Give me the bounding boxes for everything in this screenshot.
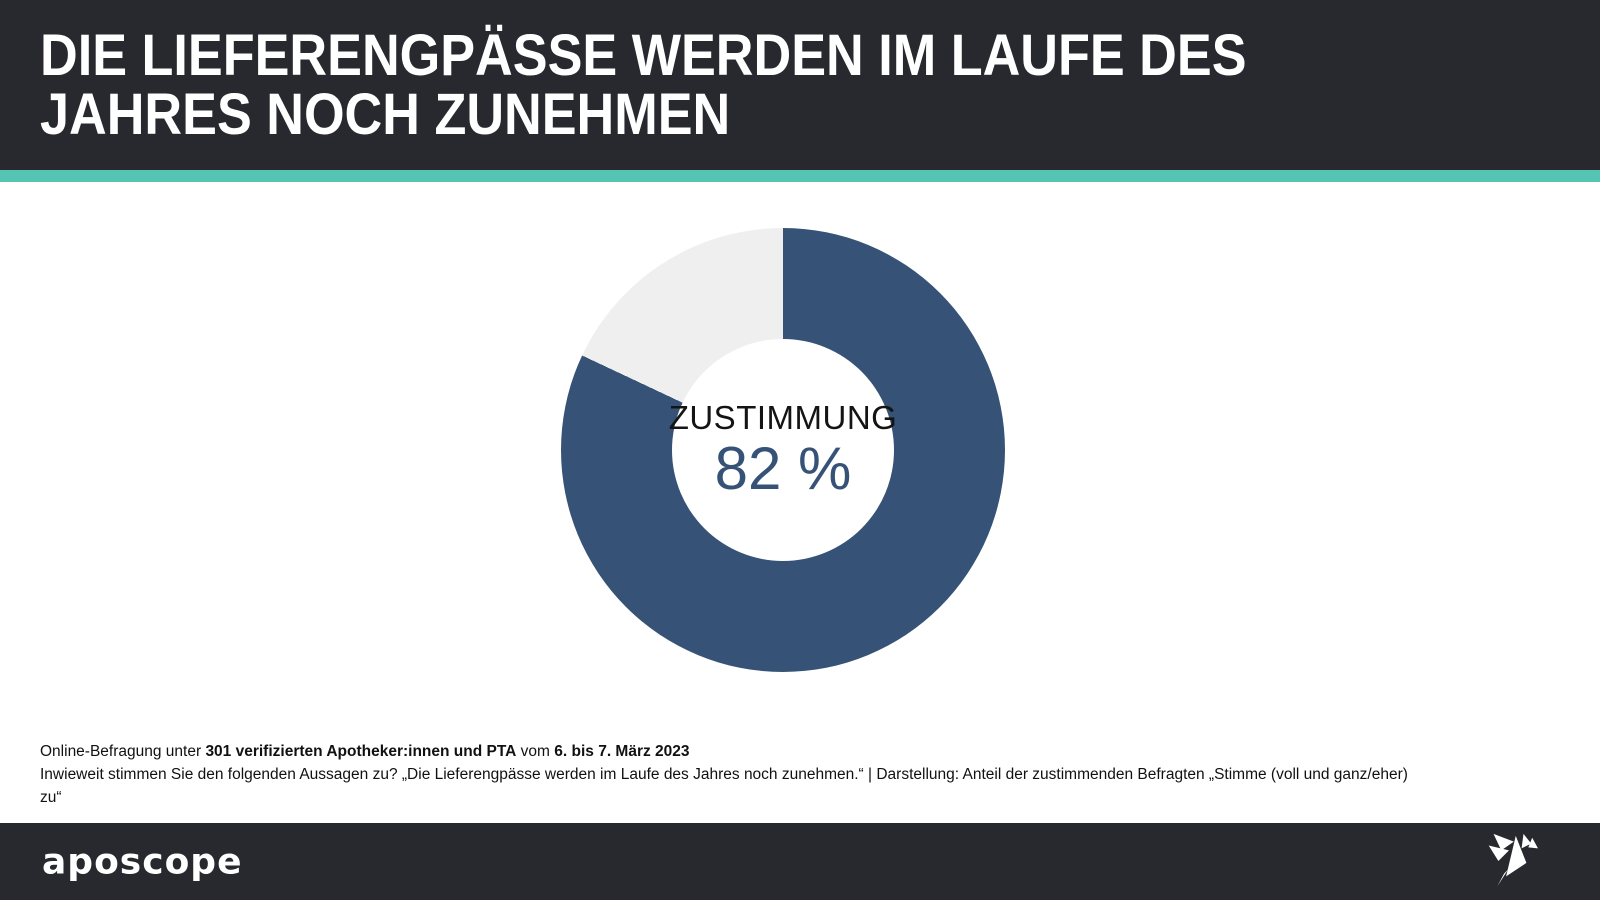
accent-divider [0, 170, 1600, 182]
footnote: Online-Befragung unter 301 verifizierten… [40, 740, 1420, 809]
footnote-line2: Inwieweit stimmen Sie den folgenden Auss… [40, 766, 1408, 806]
header-bar: DIE LIEFERENGPÄSSE WERDEN IM LAUFE DES J… [0, 0, 1600, 170]
footnote-line1: Online-Befragung unter 301 verifizierten… [40, 740, 1420, 763]
origami-bird-icon [1488, 833, 1538, 887]
footnote-line1-bold2: 6. bis 7. März 2023 [554, 743, 690, 760]
donut-center-value: 82 % [714, 435, 852, 502]
footnote-line1-bold1: 301 verifizierten Apotheker:innen und PT… [205, 743, 517, 760]
footer-bar: aposcope [0, 823, 1600, 900]
page-title-line2: JAHRES NOCH ZUNEHMEN [40, 82, 731, 147]
donut-center-label: ZUSTIMMUNG [668, 399, 898, 436]
aposcope-logo: aposcope [42, 841, 243, 882]
donut-center: ZUSTIMMUNG 82 % [669, 339, 897, 561]
page-title-line1: DIE LIEFERENGPÄSSE WERDEN IM LAUFE DES [40, 23, 1247, 88]
footnote-line1-text: Online-Befragung unter [40, 743, 206, 760]
page-title: DIE LIEFERENGPÄSSE WERDEN IM LAUFE DES J… [40, 26, 1247, 144]
footnote-line1-text2: vom [516, 743, 555, 760]
donut-chart: ZUSTIMMUNG 82 % [561, 228, 1005, 672]
